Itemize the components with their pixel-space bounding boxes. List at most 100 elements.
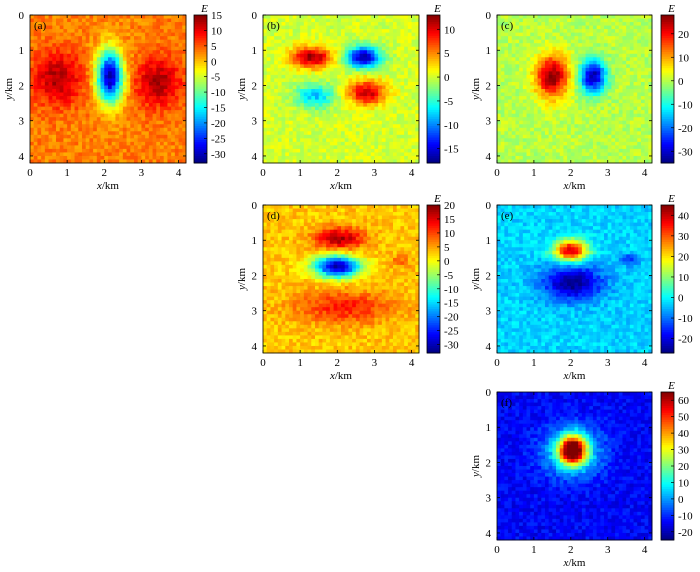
heatmap-cell	[85, 74, 90, 79]
heatmap-cell	[263, 39, 268, 44]
heatmap-cell	[370, 53, 375, 58]
heatmap-cell	[589, 39, 594, 44]
heatmap-cell	[82, 78, 87, 83]
heatmap-cell	[104, 124, 109, 129]
heatmap-cell	[156, 148, 161, 153]
heatmap-cell	[600, 22, 605, 27]
heatmap-cell	[300, 25, 305, 30]
heatmap-cell	[333, 25, 338, 30]
heatmap-cell	[163, 159, 168, 164]
heatmap-cell	[292, 36, 297, 41]
heatmap-cell	[581, 134, 587, 139]
heatmap-cell	[115, 110, 120, 115]
heatmap-cell	[74, 50, 79, 55]
heatmap-cell	[270, 106, 275, 111]
heatmap-cell	[374, 85, 379, 90]
heatmap-cell	[333, 64, 338, 69]
heatmap-cell	[266, 36, 271, 41]
heatmap-cell	[389, 57, 394, 62]
heatmap-cell	[37, 155, 42, 160]
heatmap-cell	[78, 96, 83, 101]
heatmap-cell	[89, 81, 94, 86]
heatmap-cell	[359, 50, 364, 55]
heatmap-cell	[326, 53, 331, 58]
heatmap-cell	[296, 159, 301, 164]
heatmap-cell	[404, 92, 409, 97]
heatmap-cell	[281, 92, 286, 97]
heatmap-cell	[585, 81, 590, 86]
heatmap-cell	[41, 141, 46, 146]
heatmap-cell	[141, 117, 146, 122]
heatmap-cell	[263, 50, 268, 55]
heatmap-cell	[508, 18, 513, 23]
heatmap-cell	[74, 85, 79, 90]
heatmap-cell	[333, 159, 338, 164]
heatmap-cell	[400, 18, 405, 23]
heatmap-cell	[570, 134, 575, 139]
heatmap-cell	[563, 134, 568, 139]
heatmap-cell	[126, 60, 131, 65]
heatmap-cell	[289, 89, 294, 93]
heatmap-cell	[600, 78, 605, 83]
heatmap-cell	[59, 18, 64, 23]
heatmap-cell	[400, 39, 405, 44]
heatmap-cell	[322, 110, 327, 115]
heatmap-cell	[596, 148, 601, 153]
heatmap-cell	[559, 22, 564, 27]
heatmap-cell	[352, 25, 357, 30]
heatmap-cell	[263, 67, 268, 72]
heatmap-cell	[393, 113, 398, 118]
colorbar-segment	[427, 35, 440, 39]
heatmap-cell	[589, 103, 594, 108]
heatmap-cell	[289, 67, 294, 72]
heatmap-cell	[289, 57, 294, 62]
heatmap-cell	[522, 15, 527, 19]
heatmap-cell	[337, 117, 342, 122]
heatmap-cells	[263, 15, 420, 164]
heatmap-cell	[522, 25, 527, 30]
heatmap-cell	[85, 92, 90, 97]
heatmap-cell	[393, 145, 398, 150]
heatmap-cell	[52, 39, 57, 44]
heatmap-cell	[277, 96, 283, 101]
heatmap-cell	[266, 57, 271, 62]
heatmap-cell	[407, 110, 413, 115]
heatmap-cell	[407, 60, 413, 65]
heatmap-cell	[163, 22, 168, 27]
heatmap-cell	[167, 92, 172, 97]
heatmap-cell	[152, 67, 157, 72]
heatmap-cell	[411, 113, 416, 118]
heatmap-cell	[359, 64, 364, 69]
heatmap-cell	[329, 43, 335, 48]
colorbar-segment	[194, 105, 207, 108]
heatmap-cell	[300, 113, 305, 118]
heatmap-cell	[570, 60, 575, 65]
heatmap-cell	[559, 67, 564, 72]
heatmap-cell	[574, 25, 579, 30]
heatmap-cell	[171, 148, 176, 153]
heatmap-cell	[285, 67, 290, 72]
heatmap-cell	[37, 43, 42, 48]
heatmap-cell	[160, 22, 165, 27]
heatmap-cell	[589, 159, 594, 164]
heatmap-cell	[504, 57, 509, 62]
heatmap-cell	[63, 110, 68, 115]
heatmap-cell	[59, 99, 64, 104]
heatmap-cell	[344, 103, 349, 108]
heatmap-cell	[174, 96, 180, 101]
heatmap-cell	[522, 134, 527, 139]
heatmap-cell	[337, 159, 342, 164]
heatmap-cell	[526, 159, 531, 164]
heatmap-cell	[303, 141, 309, 146]
heatmap-cell	[570, 46, 575, 51]
heatmap-cell	[559, 131, 564, 136]
heatmap-cell	[389, 110, 394, 115]
heatmap-cell	[415, 138, 420, 143]
heatmap-cell	[296, 92, 301, 97]
heatmap-cell	[126, 96, 131, 101]
heatmap-cell	[355, 50, 361, 55]
heatmap-cell	[70, 50, 76, 55]
heatmap-cell	[100, 155, 105, 160]
heatmap-cell	[329, 152, 335, 157]
heatmap-cell	[89, 22, 94, 27]
